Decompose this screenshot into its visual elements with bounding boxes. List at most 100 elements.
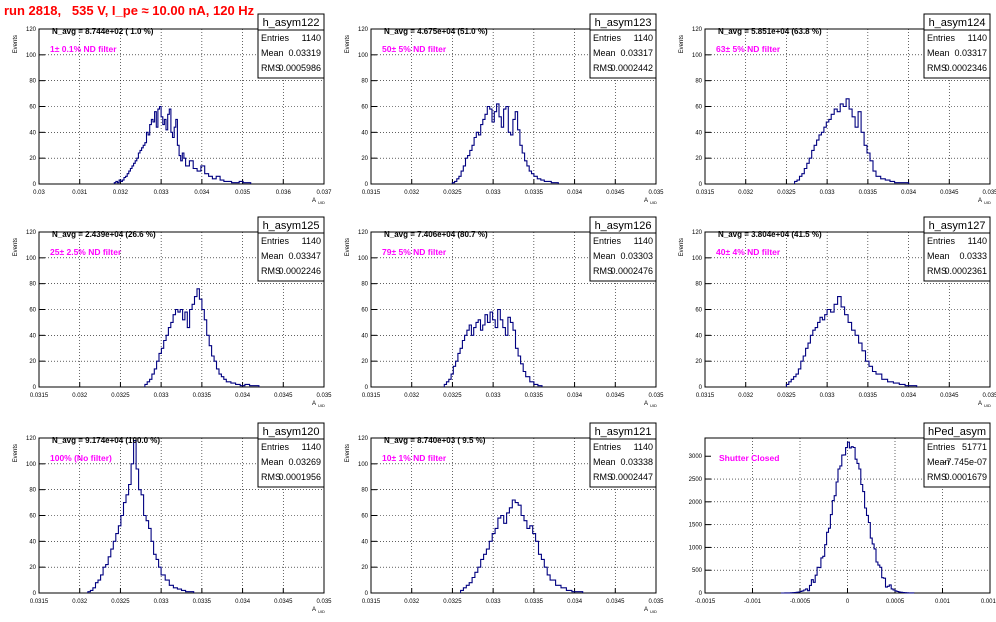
hist-h_asym123-stats-box [589,13,657,79]
hist-h_asym126-ytick-label: 80 [361,282,368,288]
hist-h_asym122-stats-box [257,13,325,79]
hist-hPed_asym-xtick-label: 0 [846,599,850,605]
hist-h_asym120-stat-label: Mean [261,457,284,467]
hist-h_asym126-navg: N_avg = 7.406e+04 (80.7 %) [384,230,488,239]
hist-h_asym122-xtick-label: 0.032 [113,190,129,196]
hist-h_asym120-ytick-label: 0 [33,591,37,597]
hist-h_asym124-ytick-label: 60 [695,105,702,111]
hist-h_asym122-ytick-label: 0 [33,182,37,188]
hist-h_asym124-navg: N_avg = 5.851e+04 (63.8 %) [718,27,822,36]
hist-h_asym126-xlabel: A [644,401,648,407]
hist-hPed_asym-stat-label: RMS [927,472,947,482]
hist-h_asym123-xlabel: A [644,198,648,204]
hist-h_asym121-ytick-label: 20 [361,565,368,571]
hist-h_asym125-navg: N_avg = 2.439e+04 (26.6 %) [52,230,156,239]
hist-h_asym125-ytick-label: 100 [26,256,37,262]
hist-h_asym126-xtick-label: 0.0335 [525,393,544,399]
hist-h_asym120-navg: N_avg = 9.174e+04 (100.0 %) [52,436,160,445]
hist-h_asym121-xlabel: A [644,607,648,613]
hist-h_asym125-xtick-label: 0.033 [154,393,170,399]
hist-h_asym123-stat-value: 1140 [634,33,653,43]
hist-h_asym120-xtick-label: 0.0315 [30,599,49,605]
hist-h_asym121-series [460,499,584,594]
hist-h_asym121-xlabel-sub: UID [650,609,657,614]
hist-h_asym124-xtick-label: 0.035 [982,190,996,196]
hist-h_asym125-ytick-label: 120 [26,230,37,236]
hist-h_asym125-xlabel-sub: UID [318,403,325,408]
hist-h_asym126-ytick-label: 100 [358,256,369,262]
hist-h_asym126-ytick-label: 20 [361,359,368,365]
hist-h_asym122-ytick-label: 120 [26,27,37,33]
hist-h_asym120-ytick-label: 100 [26,462,37,468]
hist-h_asym124-ytick-label: 120 [692,27,703,33]
hist-h_asym123-stat-label: Entries [593,33,622,43]
hist-h_asym124-xlabel-sub: UID [984,200,991,205]
hist-h_asym126-ytick-label: 120 [358,230,369,236]
hist-h_asym123-ytick-label: 120 [358,27,369,33]
hist-h_asym127-ytick-label: 60 [695,308,702,314]
hist-hPed_asym-ytick-label: 3000 [689,454,703,460]
hist-h_asym124-xtick-label: 0.0315 [696,190,715,196]
hist-h_asym121-xtick-label: 0.033 [486,599,502,605]
hist-h_asym126-xtick-label: 0.033 [486,393,502,399]
hist-h_asym125-xtick-label: 0.032 [72,393,88,399]
hist-h_asym122-filter: 1± 0.1% ND filter [50,44,117,54]
hist-h_asym121-ytick-label: 0 [365,591,369,597]
hist-h_asym123-ytick-label: 0 [365,182,369,188]
hist-h_asym120-xtick-label: 0.0345 [274,599,293,605]
hist-h_asym127-xlabel: A [978,401,982,407]
hist-h_asym123-stat-label: RMS [593,63,613,73]
hist-h_asym121-ylabel: Events [345,444,351,462]
hist-h_asym122-ytick-label: 80 [29,79,36,85]
hist-h_asym121-xtick-label: 0.0325 [443,599,462,605]
hist-h_asym123-xtick-label: 0.033 [486,190,502,196]
hist-h_asym120-xlabel-sub: UID [318,609,325,614]
hist-h_asym124-ytick-label: 20 [695,156,702,162]
hist-h_asym126-stat-label: Entries [593,236,622,246]
hist-h_asym123-xlabel-sub: UID [650,200,657,205]
hist-h_asym122-xtick-label: 0.033 [154,190,170,196]
hist-h_asym123-ytick-label: 80 [361,79,368,85]
hist-h_asym121-xtick-label: 0.0345 [606,599,625,605]
hist-hPed_asym-stats-box [923,422,991,488]
hist-h_asym125-stat-value: 0.03347 [288,251,321,261]
hist-h_asym123-ytick-label: 60 [361,105,368,111]
hist-h_asym120-ytick-label: 120 [26,436,37,442]
hist-h_asym120-stat-label: RMS [261,472,281,482]
hist-h_asym127-stat-label: Mean [927,251,950,261]
hist-h_asym124-xtick-label: 0.033 [820,190,836,196]
hist-h_asym124-stat-value: 1140 [968,33,987,43]
hist-h_asym125-ytick-label: 80 [29,282,36,288]
hist-h_asym123-xtick-label: 0.0345 [606,190,625,196]
hist-h_asym120-stat-value: 0.0001956 [278,472,321,482]
hist-h_asym127-xlabel-sub: UID [984,403,991,408]
hist-h_asym124-series [794,98,910,185]
hist-h_asym123-xtick-label: 0.0315 [362,190,381,196]
hist-h_asym126-stat-label: RMS [593,266,613,276]
hist-hPed_asym-series [781,441,915,594]
hist-h_asym121-filter: 10± 1% ND filter [382,453,447,463]
hist-h_asym120-stats-title: h_asym120 [263,426,320,438]
hist-h_asym125-xtick-label: 0.0315 [30,393,49,399]
hist-h_asym124-xlabel: A [978,198,982,204]
hist-h_asym120-xtick-label: 0.035 [316,599,332,605]
hist-h_asym126-xtick-label: 0.0345 [606,393,625,399]
hist-h_asym120-stat-value: 0.03269 [288,457,321,467]
hist-h_asym122-ylabel: Events [13,35,19,53]
hist-h_asym125-stat-value: 0.0002246 [278,266,321,276]
hist-h_asym123-navg: N_avg = 4.675e+04 (51.0 %) [384,27,488,36]
hist-hPed_asym-stat-label: Mean [927,457,950,467]
hist-h_asym121-xtick-label: 0.032 [404,599,420,605]
hist-h_asym124-stat-value: 0.0002346 [944,63,987,73]
hist-h_asym121-stat-label: Entries [593,442,622,452]
hist-h_asym127-xtick-label: 0.0345 [940,393,959,399]
hist-h_asym125-series [144,288,260,388]
hist-h_asym123-ytick-label: 20 [361,156,368,162]
hist-hPed_asym-ytick-label: 2000 [689,500,703,506]
hist-h_asym125-ytick-label: 60 [29,308,36,314]
hist-h_asym122-ytick-label: 100 [26,53,37,59]
hist-h_asym125-stat-label: RMS [261,266,281,276]
hist-h_asym126-xtick-label: 0.035 [648,393,664,399]
hist-h_asym124-xtick-label: 0.0335 [859,190,878,196]
hist-h_asym120-ytick-label: 20 [29,565,36,571]
